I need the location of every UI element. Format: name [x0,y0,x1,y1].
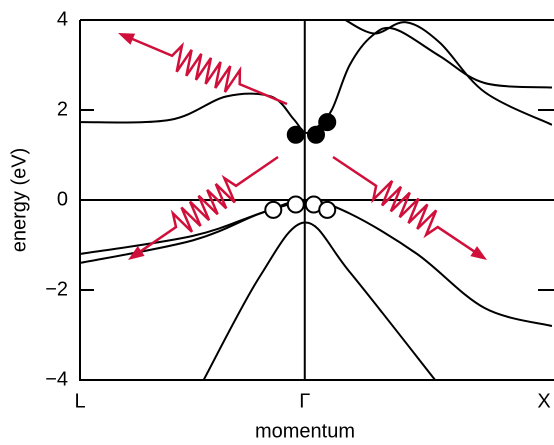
y-tick-label: 2 [57,98,68,120]
photon [128,36,288,106]
band [202,221,436,380]
band [344,20,552,126]
photon [137,155,279,255]
band [80,26,552,134]
photon-arrowhead [470,246,487,260]
band [80,198,552,327]
hole [264,200,283,219]
electron [286,125,305,144]
x-tick-label: L [74,390,85,412]
band [80,199,306,264]
x-tick-label: Γ [299,390,310,412]
y-tick-label: −2 [45,278,68,300]
hole [286,195,305,214]
y-tick-label: 0 [57,188,68,210]
photon-arrowhead [118,33,136,45]
hole [318,200,337,219]
photon-arrowhead [128,245,145,260]
y-tick-label: −4 [45,368,68,390]
electron [307,125,325,144]
y-tick-label: 4 [57,8,68,30]
y-axis-label: energy (eV) [8,148,30,253]
x-axis-label: momentum [255,420,355,442]
axes-frame [79,19,554,381]
electron [318,113,337,132]
photon [332,155,478,255]
x-tick-label: X [537,390,550,412]
